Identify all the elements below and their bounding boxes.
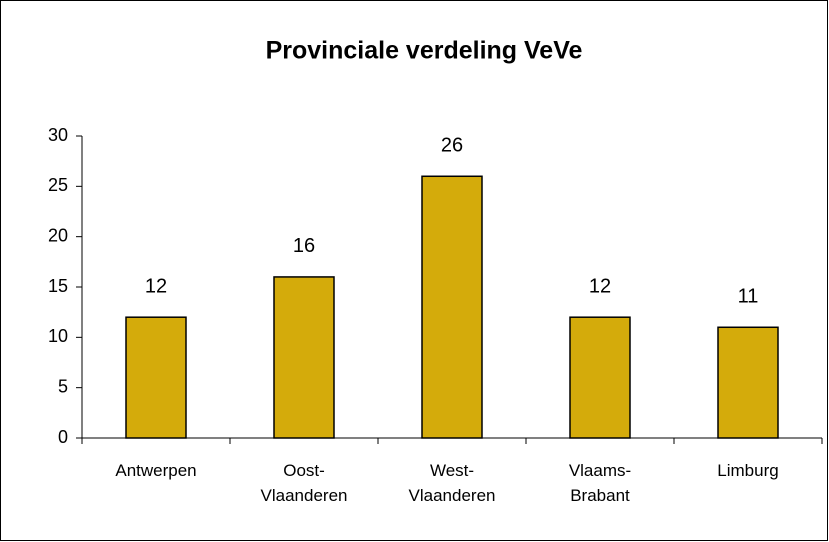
data-label: 16 — [293, 235, 315, 257]
bar — [125, 316, 187, 439]
data-label: 11 — [738, 286, 759, 308]
chart-title: Provinciale verdeling VeVe — [266, 37, 583, 65]
x-tick-label: West-Vlaanderen — [408, 461, 496, 505]
x-tick-label: Antwerpen — [115, 461, 197, 480]
bar — [717, 326, 779, 439]
x-tick-label: Vlaams-Brabant — [568, 461, 632, 505]
data-label: 12 — [589, 275, 611, 297]
y-tick-label: 25 — [48, 175, 68, 195]
y-tick-label: 0 — [58, 427, 68, 447]
y-tick-label: 15 — [48, 276, 68, 296]
data-label: 12 — [145, 275, 167, 297]
y-tick-label: 20 — [48, 225, 68, 245]
y-tick-label: 30 — [48, 125, 68, 145]
y-tick-label: 5 — [58, 376, 68, 396]
bar — [569, 316, 631, 439]
bar — [273, 276, 335, 439]
y-tick-label: 10 — [48, 326, 68, 346]
x-tick-label: Oost-Vlaanderen — [260, 461, 348, 505]
x-tick-label: Limburg — [717, 461, 779, 480]
data-label: 26 — [441, 135, 463, 157]
bar — [421, 175, 483, 439]
